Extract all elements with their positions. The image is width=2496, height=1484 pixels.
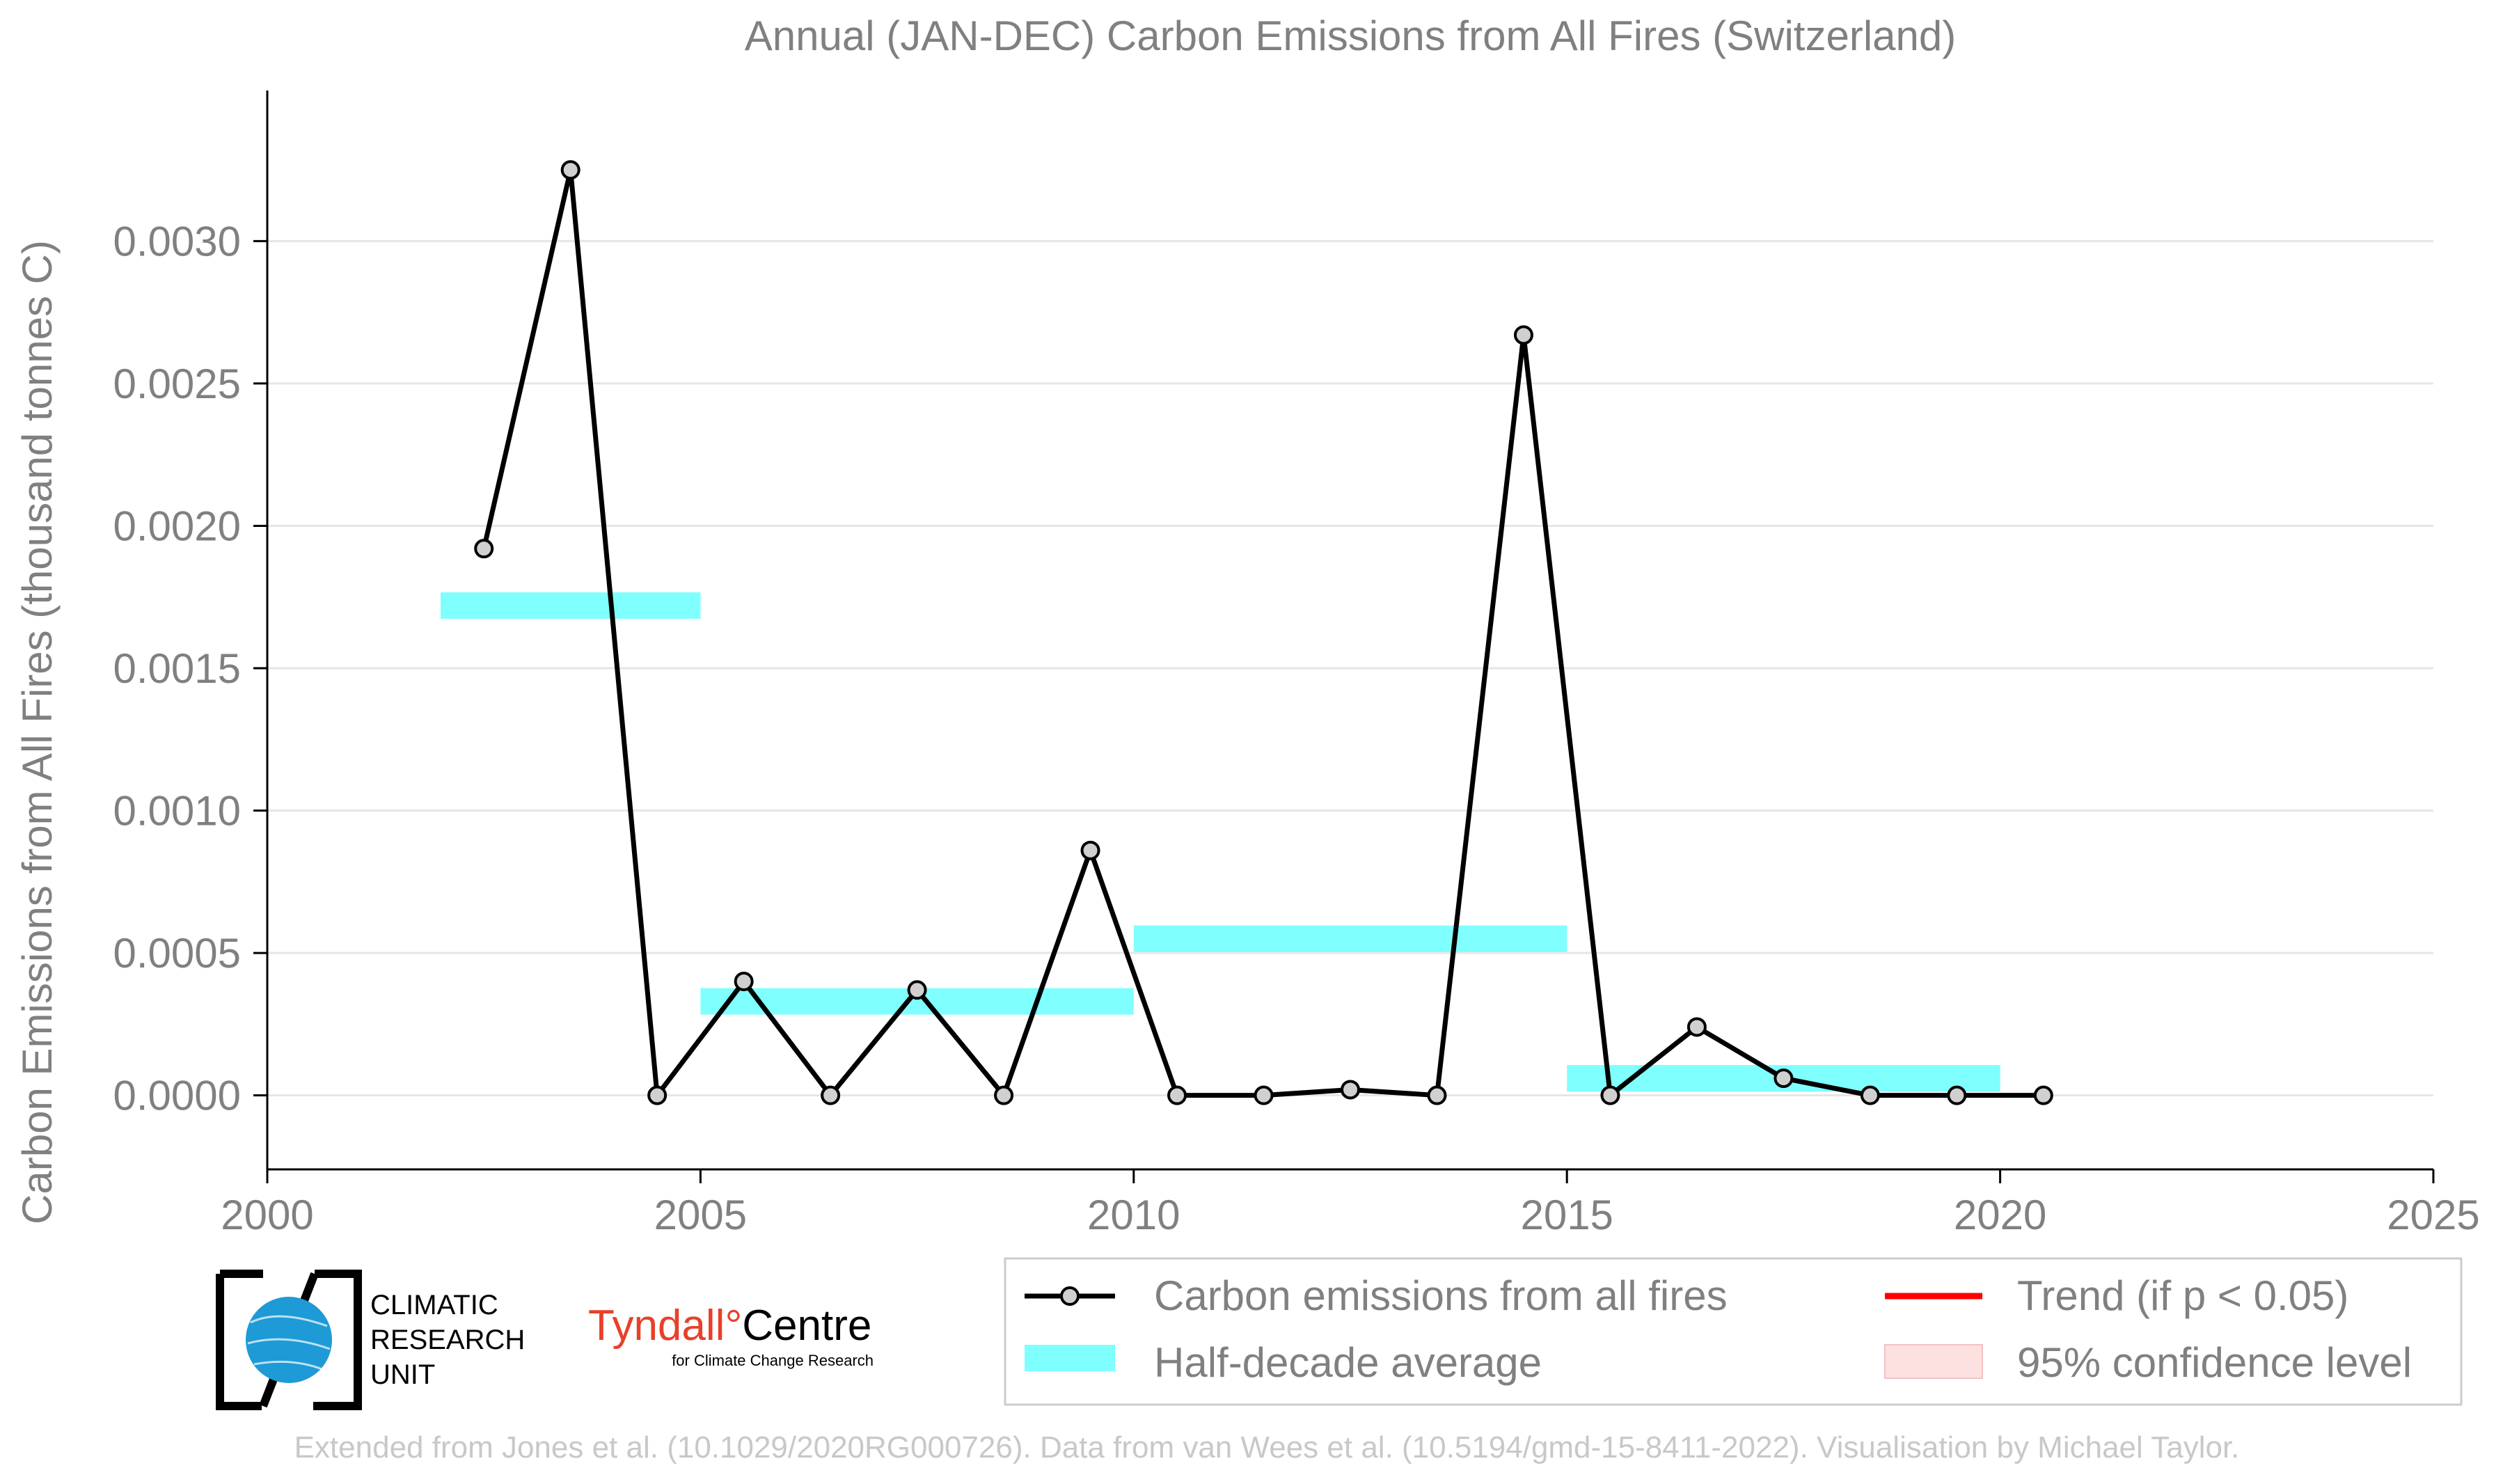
data-point: [1513, 325, 1533, 345]
data-point: [560, 160, 580, 180]
legend-label-half-decade: Half-decade average: [1154, 1339, 1542, 1386]
data-point: [1080, 840, 1100, 860]
y-tick-label: 0.0030: [113, 218, 241, 265]
x-tick-label: 2025: [2387, 1192, 2479, 1238]
x-tick-label: 2010: [1087, 1192, 1180, 1238]
y-tick-label: 0.0025: [113, 361, 241, 407]
y-tick-label: 0.0000: [113, 1073, 241, 1119]
legend-marker-emissions: [1060, 1286, 1080, 1306]
legend-label-emissions: Carbon emissions from all fires: [1154, 1272, 1728, 1319]
svg-text:Tyndall°Centre: Tyndall°Centre: [588, 1302, 871, 1350]
half-decade-bar: [1133, 925, 1567, 952]
data-point: [1600, 1085, 1620, 1105]
data-point: [907, 980, 927, 1000]
cru-logo-line-1: CLIMATIC: [370, 1290, 498, 1320]
emissions-series: [474, 160, 2053, 1105]
data-point: [647, 1085, 668, 1105]
data-point: [1860, 1085, 1880, 1105]
y-tick-label: 0.0020: [113, 503, 241, 549]
y-tick-label: 0.0005: [113, 930, 241, 977]
data-point: [1341, 1080, 1360, 1100]
data-point: [994, 1085, 1014, 1105]
x-tick-label: 2020: [1954, 1192, 2046, 1238]
tyndall-name-part1: Tyndall: [588, 1302, 725, 1350]
cru-logo-line-3: UNIT: [370, 1359, 435, 1390]
chart-title: Annual (JAN-DEC) Carbon Emissions from A…: [745, 13, 1956, 59]
data-point: [1254, 1085, 1274, 1105]
data-point: [1687, 1017, 1707, 1037]
gridlines: [267, 239, 2433, 1097]
legend: Carbon emissions from all fires Half-dec…: [1004, 1257, 2463, 1406]
axes: 0.0000 0.0005 0.0010 0.0015 0.0020 0.0025 0.00…: [113, 90, 2480, 1238]
data-point: [1167, 1085, 1187, 1105]
data-point: [1427, 1085, 1447, 1105]
data-point: [734, 972, 754, 991]
legend-swatch-confidence: [1884, 1344, 1983, 1379]
y-axis-label: Carbon Emissions from All Fires (thousan…: [14, 240, 61, 1224]
cru-logo: CLIMATIC RESEARCH UNIT: [216, 1270, 525, 1410]
x-tick-label: 2000: [221, 1192, 313, 1238]
credit-line: Extended from Jones et al. (10.1029/2020…: [294, 1430, 2240, 1465]
tyndall-degree: °: [725, 1302, 742, 1350]
legend-label-trend: Trend (if p < 0.05): [2017, 1272, 2348, 1319]
half-decade-bar: [440, 592, 701, 619]
data-point: [2033, 1085, 2053, 1105]
data-point: [821, 1085, 841, 1105]
x-tick-label: 2015: [1520, 1192, 1613, 1238]
tyndall-logo: Tyndall°Centre for Climate Change Resear…: [588, 1302, 874, 1369]
data-point: [474, 539, 494, 559]
y-tick-label: 0.0010: [113, 788, 241, 835]
legend-swatch-half-decade: [1025, 1345, 1115, 1371]
data-point: [1947, 1085, 1967, 1105]
tyndall-subtitle: for Climate Change Research: [672, 1352, 874, 1369]
legend-label-confidence: 95% confidence level: [2017, 1339, 2412, 1386]
cru-logo-line-2: RESEARCH: [370, 1325, 525, 1355]
tyndall-name-part2: Centre: [742, 1302, 871, 1350]
x-tick-label: 2005: [654, 1192, 747, 1238]
legend-frame: [1004, 1257, 2463, 1406]
data-point: [1774, 1068, 1794, 1089]
emissions-line: [481, 167, 2044, 1098]
y-tick-label: 0.0015: [113, 645, 241, 692]
